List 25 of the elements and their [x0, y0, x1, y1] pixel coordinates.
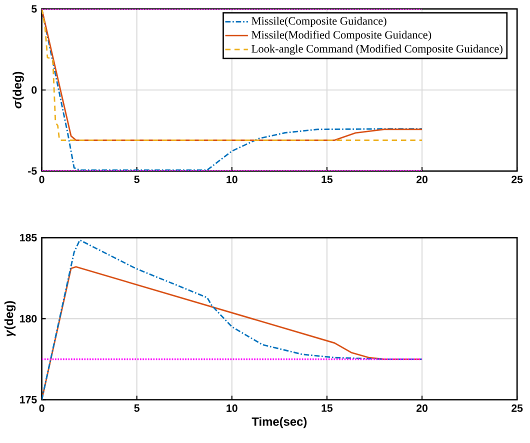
legend-label: Look-angle Command (Modified Composite Guidance) [252, 44, 502, 55]
x-tick-label: 0 [39, 404, 44, 412]
x-tick-label: 10 [226, 404, 238, 412]
x-tick-label: 15 [322, 175, 333, 183]
x-tick-label: 5 [134, 175, 140, 183]
x-tick-label: 20 [416, 404, 428, 412]
x-axis-title: Time(sec) [252, 416, 307, 428]
x-tick-label: 25 [512, 404, 523, 412]
y-tick-label: 180 [20, 314, 37, 322]
x-tick-label: 20 [416, 175, 428, 183]
x-tick-label: 5 [134, 404, 140, 412]
y-tick-label: -5 [28, 167, 37, 174]
x-tick-label: 15 [322, 404, 333, 412]
legend-label: Missile(Composite Guidance) [252, 16, 386, 27]
y-tick-label: 185 [20, 234, 37, 242]
y-axis-title: σ(deg) [12, 72, 24, 108]
x-tick-label: 25 [512, 175, 523, 183]
y-tick-label: 5 [32, 5, 37, 12]
legend-label: Missile(Modified Composite Guidance) [252, 30, 432, 41]
x-tick-label: 0 [39, 175, 44, 183]
y-axis-title: γ(deg) [4, 300, 16, 336]
line-series [42, 239, 423, 400]
y-tick-label: 175 [20, 396, 37, 404]
x-tick-label: 10 [226, 175, 238, 183]
y-tick-label: 0 [32, 86, 37, 94]
